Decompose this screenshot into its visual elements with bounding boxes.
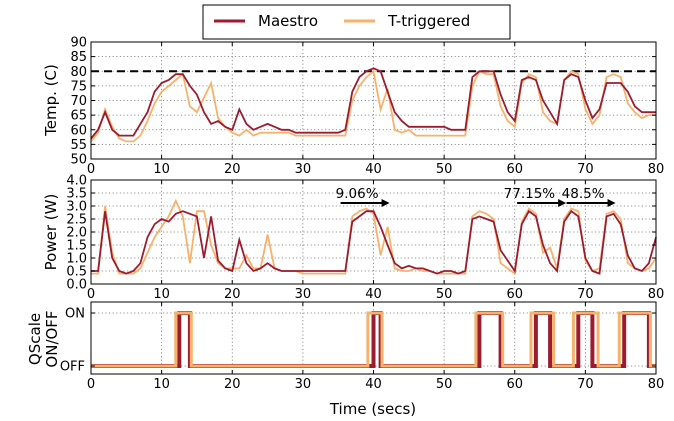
- x-tick-label: 0: [87, 287, 95, 302]
- x-tick-label: 20: [224, 287, 241, 302]
- x-tick-label: 0: [87, 377, 95, 392]
- y-tick-label: ON: [65, 307, 85, 322]
- annotation-label: 48.5%: [562, 186, 605, 202]
- x-tick-label: 70: [577, 287, 594, 302]
- y-tick-label: 85: [70, 50, 87, 65]
- y-tick-label: 90: [70, 36, 87, 51]
- x-tick-label: 60: [506, 287, 523, 302]
- y-tick-label: 1.0: [66, 252, 87, 267]
- y-tick-label: 4.0: [66, 174, 87, 189]
- x-tick-label: 50: [436, 287, 453, 302]
- annotation-arrowhead: [558, 199, 567, 207]
- x-tick-label: 70: [577, 162, 594, 177]
- power-panel: Power (W) 9.06% 77.15% 48.5% 0 10 20 30 40 50 60…: [42, 174, 664, 303]
- x-axis-label: Time (secs): [329, 400, 416, 418]
- y-tick-label: 0.5: [66, 265, 87, 280]
- qscale-plot-frame: [90, 301, 657, 375]
- temperature-maestro-line: [90, 67, 656, 140]
- y-tick-label: 55: [70, 138, 87, 153]
- y-tick-label: 70: [70, 94, 87, 109]
- power-plot-frame: [90, 179, 657, 285]
- qscale-ticks: 0 10 20 30 40 50 60 70 80 OFF ON: [60, 302, 664, 392]
- y-tick-label: 1.5: [66, 239, 87, 254]
- x-tick-label: 50: [436, 377, 453, 392]
- power-maestro-line: [91, 209, 657, 275]
- legend-label-t-triggered: T-triggered: [387, 12, 470, 30]
- y-tick-label: 75: [70, 79, 87, 94]
- qscale-panel: QScale ON/OFF 0 10 20 30 40 50 60 70 80 OFF ON: [26, 301, 664, 392]
- y-tick-label: 3.0: [66, 200, 87, 215]
- x-tick-label: 20: [224, 377, 241, 392]
- qscale-axis-label-line2: ON/OFF: [43, 310, 61, 367]
- power-axis-label: Power (W): [42, 194, 60, 271]
- x-tick-label: 30: [295, 162, 312, 177]
- x-tick-label: 40: [365, 377, 382, 392]
- x-tick-label: 10: [153, 162, 170, 177]
- y-tick-label: OFF: [60, 360, 85, 375]
- annotation-arrowhead: [607, 199, 616, 207]
- power-annotations: 9.06% 77.15% 48.5%: [336, 186, 616, 207]
- qscale-axis-label-line1: QScale: [26, 313, 44, 365]
- x-tick-label: 30: [295, 287, 312, 302]
- x-tick-label: 10: [153, 287, 170, 302]
- x-tick-label: 60: [506, 162, 523, 177]
- temperature-grid: [91, 42, 656, 159]
- x-tick-label: 80: [648, 377, 665, 392]
- y-tick-label: 2.0: [66, 226, 87, 241]
- x-tick-label: 40: [365, 287, 382, 302]
- x-tick-label: 0: [87, 162, 95, 177]
- y-tick-label: 0.0: [66, 278, 87, 293]
- x-tick-label: 80: [648, 162, 665, 177]
- legend-label-maestro: Maestro: [258, 12, 318, 30]
- x-tick-label: 30: [295, 377, 312, 392]
- y-tick-label: 80: [70, 65, 87, 80]
- legend: Maestro T-triggered: [202, 4, 511, 40]
- x-tick-label: 40: [365, 162, 382, 177]
- temperature-axis-label: Temp. (C): [42, 64, 60, 137]
- annotation-label: 77.15%: [504, 186, 556, 202]
- y-tick-label: 60: [70, 123, 87, 138]
- x-tick-label: 50: [436, 162, 453, 177]
- x-tick-label: 60: [506, 377, 523, 392]
- x-tick-label: 80: [648, 287, 665, 302]
- y-tick-label: 50: [70, 153, 87, 168]
- x-tick-label: 10: [153, 377, 170, 392]
- qscale-t-triggered-line: [91, 311, 656, 368]
- temperature-panel: Temp. (C) 0 10 20 30 40 50 60 70 805055606570758…: [42, 36, 664, 178]
- y-tick-label: 2.5: [66, 213, 87, 228]
- annotation-arrowhead: [381, 199, 390, 207]
- x-tick-label: 70: [577, 377, 594, 392]
- y-tick-label: 3.5: [66, 187, 87, 202]
- temperature-plot-frame: [90, 41, 657, 160]
- annotation-label: 9.06%: [336, 186, 379, 202]
- y-tick-label: 65: [70, 109, 87, 124]
- power-ticks: 0 10 20 30 40 50 60 70 80 0.00.51.01.52.02.53.03.…: [66, 174, 664, 303]
- x-tick-label: 20: [224, 162, 241, 177]
